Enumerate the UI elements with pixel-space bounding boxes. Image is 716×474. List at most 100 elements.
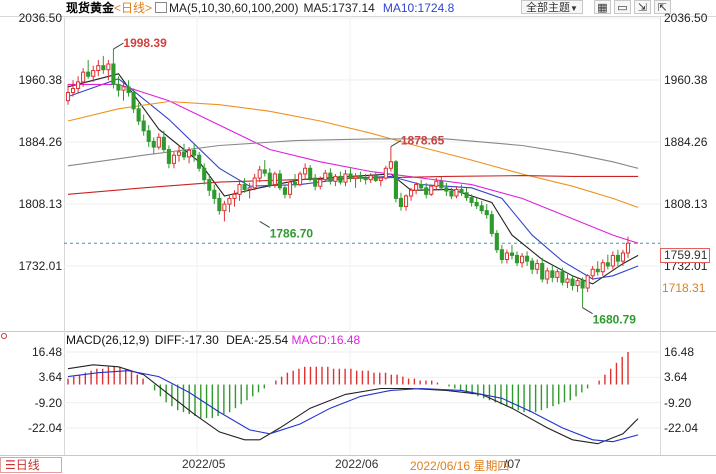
grid-layer [64,16,660,455]
theme-selector[interactable]: 全部主题▼ [521,0,583,14]
grid-icon[interactable]: ▦ [594,0,611,14]
expand-icon[interactable]: ⇱ [654,0,671,14]
annotations: 1998.39 1786.70 1878.65 1680.79 [113,36,636,327]
candle-up [247,182,252,199]
candle-up [222,200,227,222]
macd-tick-left: -9.20 [34,395,62,410]
annotation-pointer [390,140,402,147]
candle-body [131,92,136,110]
candle-body [398,197,404,208]
candle-up [545,267,550,284]
candle-body [343,173,348,183]
macd-value: MACD:16.48 [291,333,361,347]
candle-down [424,182,429,199]
candle-body [600,262,605,273]
candle-body [267,172,272,186]
x-label-june: 2022/06 [335,457,379,471]
candle-down [86,59,91,79]
candle-up [76,76,81,93]
collapse-icon[interactable]: ⇲ [634,0,651,14]
candle-down [540,257,545,283]
period-tag[interactable]: <日线> [114,1,153,15]
candle-up [272,171,277,188]
candlestick-series [65,49,631,308]
candle-up [91,65,96,82]
candle-body [277,173,282,189]
candle-down [277,169,282,191]
minimize-icon[interactable]: ▭ [614,0,631,14]
candle-body [207,179,212,191]
price-tick-right: 1884.26 [664,134,708,149]
candle-body [161,136,166,151]
candle-body [202,167,207,181]
candle-body [192,149,197,156]
candle-down [338,171,343,185]
candle-down [605,254,610,270]
candle-down [469,194,474,207]
candle-down [595,261,600,276]
macd-tick-left: -22.04 [27,421,62,435]
candle-down [136,103,141,126]
candle-body [318,179,323,187]
candle-body [565,278,570,283]
price-tick-left: 1960.38 [18,72,62,87]
ma10-value: MA10:1724.8 [382,1,455,15]
period-tab[interactable]: ☰日线 [0,457,62,473]
candle-body [514,254,520,264]
candle-body [474,201,479,207]
candle-body [76,81,81,89]
candle-body [111,63,116,85]
candle-body [116,83,121,91]
ma-params: MA(5,10,30,60,100,200) [169,1,299,15]
ma-tool-icon[interactable] [155,2,168,13]
ma-line-ma200 [67,175,639,195]
chevron-down-icon: ▼ [570,4,578,13]
candle-down [393,160,398,203]
candle-body [121,86,126,91]
candle-body [575,280,580,287]
candle-body [580,280,585,289]
annotation-label: 1786.70 [270,226,314,240]
candle-body [212,189,217,199]
macd-dea-value: DEA:-25.54 [226,333,289,347]
candle-body [232,193,237,199]
candle-down [141,114,146,136]
price-tick-left: 1732.01 [18,259,62,273]
candle-down [202,163,207,185]
candle-body [540,263,545,280]
candle-body [504,252,509,260]
candle-up [590,266,595,280]
candle-up [555,269,560,283]
candle-up [620,249,626,267]
candle-down [217,192,222,215]
candle-body [590,268,595,277]
candle-up [81,68,86,87]
x-label-july: /07 [504,457,521,471]
candle-down [207,173,212,196]
candle-body [171,154,177,164]
ma-line-ma30 [68,83,639,244]
ma5-value: MA5:1737.14 [303,1,375,15]
candle-body [383,167,388,179]
candle-body [388,161,393,169]
candle-body [262,169,267,174]
candle-down [474,197,479,209]
candle-body [378,177,383,181]
candle-body [419,184,424,189]
macd-params: MACD(26,12,9) [66,333,150,347]
candle-body [555,271,560,278]
candle-down [479,200,484,214]
candle-body [338,175,343,183]
candle-down [131,88,136,113]
candle-body [91,70,96,77]
candle-up [227,194,232,213]
candle-body [126,86,131,94]
panel-resize-marker[interactable] [1,333,7,339]
candle-up [600,259,605,276]
candle-body [146,130,151,142]
candle-up [121,81,126,101]
candle-body [595,268,600,273]
candle-up [383,165,388,180]
candle-body [282,187,288,195]
candle-body [368,175,373,181]
